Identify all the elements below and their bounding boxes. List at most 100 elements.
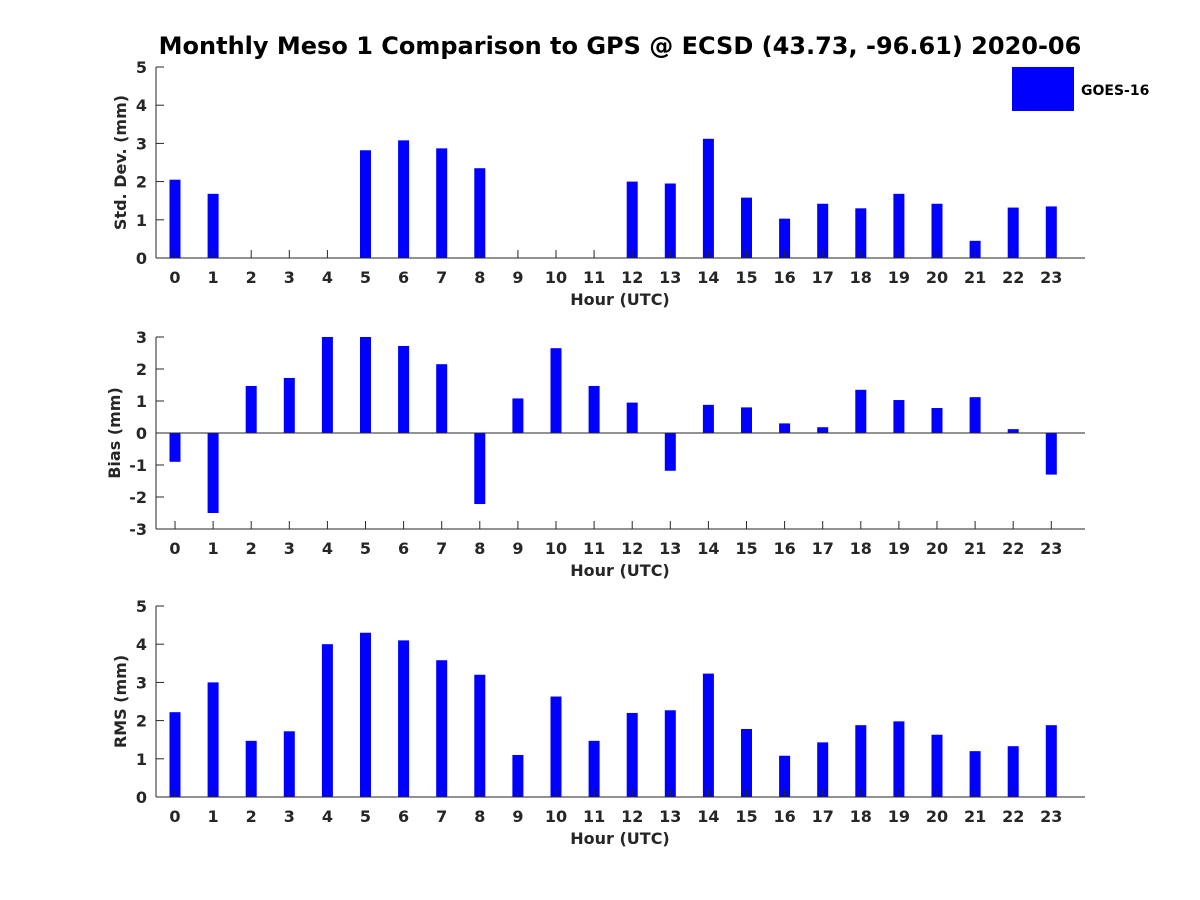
bar-hour-23 (1045, 725, 1057, 797)
bar-hour-2 (245, 385, 257, 433)
bar-hour-17 (817, 427, 829, 433)
bar-hour-23 (1045, 433, 1057, 475)
bar-hour-7 (436, 148, 448, 258)
x-tick-label: 15 (735, 268, 757, 287)
y-tick-label: 4 (136, 635, 147, 654)
x-axis-label: Hour (UTC) (570, 290, 670, 309)
bar-hour-10 (550, 348, 562, 433)
bar-hour-21 (969, 751, 981, 797)
y-tick-label: 2 (136, 360, 147, 379)
bar-hour-22 (1007, 746, 1019, 797)
x-tick-label: 6 (398, 807, 409, 826)
bar-hour-18 (855, 389, 867, 433)
bar-hour-15 (741, 407, 752, 433)
bar-hour-20 (931, 734, 943, 797)
x-tick-label: 4 (322, 539, 333, 558)
bar-hour-10 (550, 696, 562, 797)
y-tick-label: 5 (136, 597, 147, 616)
x-tick-label: 5 (360, 807, 371, 826)
legend-label: GOES-16 (1081, 83, 1149, 99)
x-tick-label: 21 (964, 807, 986, 826)
x-tick-label: 2 (246, 539, 257, 558)
bar-hour-2 (245, 740, 257, 797)
x-tick-label: 13 (659, 807, 681, 826)
x-tick-label: 16 (773, 268, 795, 287)
bar-hour-3 (283, 731, 295, 797)
y-tick-label: 1 (136, 750, 147, 769)
bar-hour-8 (474, 674, 486, 797)
bar-hour-16 (779, 218, 791, 258)
x-tick-label: 0 (169, 539, 180, 558)
x-tick-label: 17 (812, 539, 834, 558)
x-tick-label: 22 (1002, 539, 1024, 558)
bar-hour-21 (969, 240, 981, 258)
y-tick-label: 2 (136, 173, 147, 192)
y-tick-label: -2 (129, 488, 147, 507)
bar-hour-1 (207, 682, 219, 797)
bar-hour-19 (893, 400, 905, 433)
bar-hour-13 (664, 433, 676, 471)
x-tick-label: 23 (1040, 539, 1062, 558)
y-tick-label: 1 (136, 392, 147, 411)
bar-hour-1 (207, 193, 219, 258)
x-tick-label: 19 (888, 268, 910, 287)
bar-hour-4 (321, 644, 333, 797)
x-tick-label: 14 (697, 539, 719, 558)
bar-hour-5 (360, 150, 371, 258)
x-tick-label: 1 (208, 807, 219, 826)
bar-hour-14 (702, 138, 714, 258)
bar-hour-4 (321, 337, 333, 433)
bar-hour-14 (702, 404, 714, 433)
bar-hour-11 (588, 385, 600, 433)
x-tick-label: 9 (512, 807, 523, 826)
x-tick-label: 16 (773, 539, 795, 558)
x-tick-label: 20 (926, 807, 948, 826)
x-tick-label: 18 (850, 539, 872, 558)
x-tick-label: 13 (659, 539, 681, 558)
bar-hour-22 (1007, 207, 1019, 258)
x-tick-label: 2 (246, 268, 257, 287)
x-tick-label: 0 (169, 268, 180, 287)
y-tick-label: 3 (136, 328, 147, 347)
x-tick-label: 11 (583, 539, 605, 558)
bar-hour-12 (626, 712, 638, 797)
bar-hour-16 (779, 755, 791, 797)
y-tick-label: 5 (136, 58, 147, 77)
y-tick-label: 3 (136, 673, 147, 692)
legend-swatch (1012, 67, 1074, 111)
bar-hour-11 (588, 740, 600, 797)
bar-hour-8 (474, 433, 486, 505)
y-axis-label: Std. Dev. (mm) (111, 95, 130, 230)
x-tick-label: 6 (398, 539, 409, 558)
bar-hour-8 (474, 168, 486, 258)
x-tick-label: 18 (850, 268, 872, 287)
y-tick-label: 0 (136, 249, 147, 268)
x-tick-label: 9 (512, 268, 523, 287)
bar-hour-20 (931, 203, 943, 258)
bar-hour-5 (360, 337, 371, 433)
y-tick-label: 2 (136, 712, 147, 731)
bar-hour-0 (169, 179, 181, 258)
x-tick-label: 4 (322, 807, 333, 826)
bar-hour-6 (398, 640, 410, 797)
x-tick-label: 15 (735, 539, 757, 558)
x-tick-label: 5 (360, 539, 371, 558)
y-tick-label: -3 (129, 520, 147, 539)
bar-hour-5 (360, 632, 371, 797)
bar-hour-9 (512, 398, 524, 433)
bar-hour-20 (931, 408, 943, 433)
bar-hour-19 (893, 193, 905, 258)
bar-hour-17 (817, 203, 829, 258)
x-tick-label: 1 (208, 539, 219, 558)
y-tick-label: -1 (129, 456, 147, 475)
x-tick-label: 10 (545, 807, 567, 826)
bar-hour-7 (436, 364, 448, 433)
x-tick-label: 19 (888, 807, 910, 826)
x-tick-label: 22 (1002, 807, 1024, 826)
y-tick-label: 0 (136, 788, 147, 807)
bar-hour-6 (398, 345, 410, 433)
y-tick-label: 3 (136, 134, 147, 153)
bar-hour-1 (207, 433, 219, 513)
